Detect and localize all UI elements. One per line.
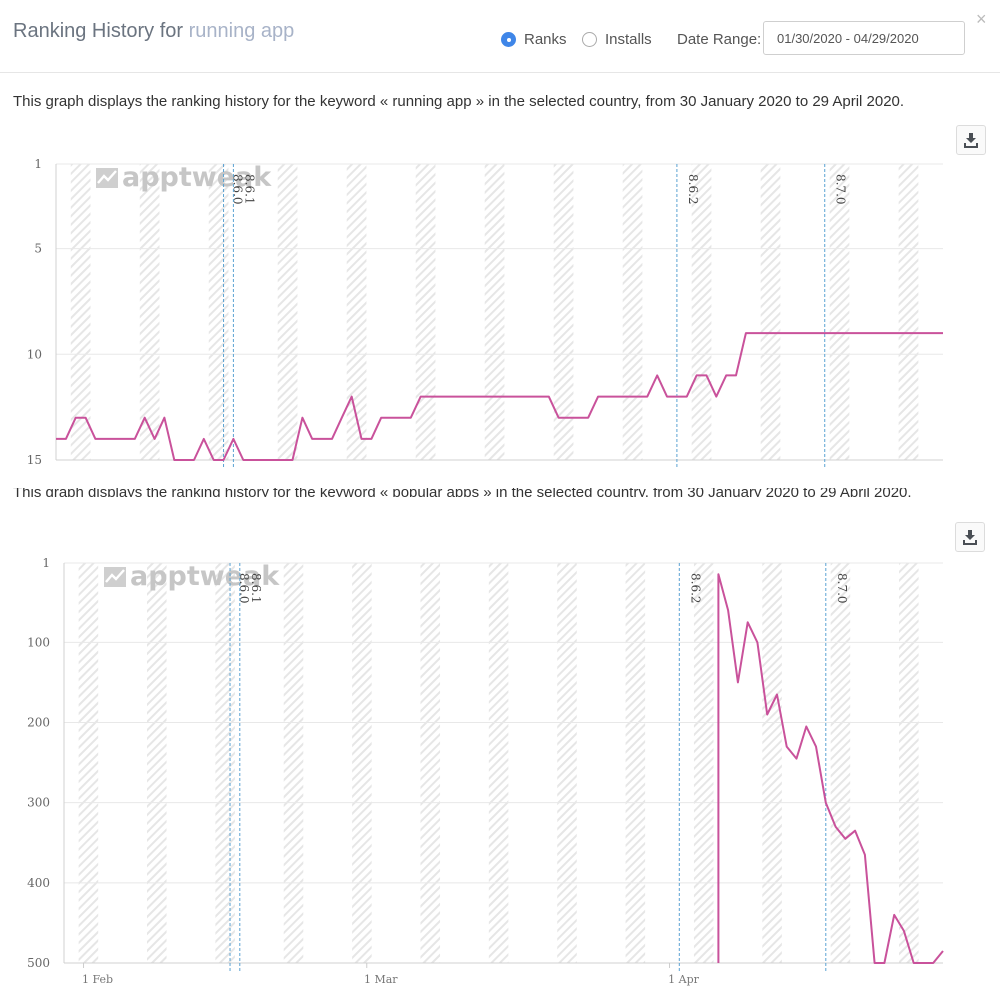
weekend-band	[625, 563, 646, 963]
weekend-band	[762, 563, 782, 963]
weekend-band	[488, 563, 509, 963]
version-label: 8.6.0	[231, 174, 245, 205]
close-icon[interactable]: ×	[976, 9, 987, 29]
chart2: apptweak 1 100 200 300 400 500 1 Feb 1 Mar 1 Apr 8…	[27, 556, 944, 986]
version-label: 8.6.2	[686, 174, 700, 205]
weekend-band	[557, 563, 577, 963]
installs-radio[interactable]: Installs	[582, 31, 652, 48]
weekend-band	[899, 563, 919, 963]
radio-checked-icon	[501, 32, 516, 47]
download-icon	[964, 133, 978, 148]
chart2-description: This graph displays the ranking history …	[13, 488, 912, 497]
radio-unchecked-icon	[582, 32, 597, 47]
weekend-band	[415, 164, 436, 460]
y-tick-label: 200	[27, 716, 50, 730]
weekend-band	[283, 563, 304, 963]
y-tick-label: 10	[27, 347, 42, 361]
ranks-radio-label: Ranks	[524, 31, 567, 48]
weekend-band	[139, 164, 160, 460]
title-keyword: running app	[188, 20, 295, 42]
chart1-description: This graph displays the ranking history …	[13, 93, 905, 110]
y-tick-label: 500	[27, 956, 50, 970]
apptweak-logo-icon: apptweak	[96, 162, 272, 193]
weekend-band	[346, 164, 367, 460]
x-tick-label: 1 Mar	[364, 973, 398, 986]
y-tick-label: 15	[27, 453, 42, 467]
weekend-band	[215, 563, 235, 963]
y-tick-label: 1	[42, 556, 50, 570]
weekend-band	[829, 164, 850, 460]
weekend-band	[622, 164, 643, 460]
version-label: 8.6.2	[688, 573, 702, 604]
chart1-download-button[interactable]	[956, 125, 986, 155]
version-label: 8.6.0	[237, 573, 251, 604]
x-tick-label: 1 Apr	[668, 973, 699, 986]
title-prefix: Ranking History for	[13, 20, 184, 42]
x-tick-label: 1 Feb	[82, 973, 113, 986]
version-label: 8.6.1	[242, 174, 256, 205]
chart2-download-button[interactable]	[955, 522, 985, 552]
weekend-band	[830, 563, 851, 963]
rank-series-line	[717, 573, 944, 964]
weekend-band	[78, 563, 99, 963]
ranks-radio[interactable]: Ranks	[501, 31, 567, 48]
weekend-band	[553, 164, 574, 460]
weekend-band	[693, 563, 714, 963]
weekend-band	[691, 164, 712, 460]
version-label: 8.7.0	[835, 573, 849, 604]
date-range-label: Date Range:	[677, 31, 762, 48]
dialog-header: Ranking History for running app Ranks In…	[0, 0, 1000, 73]
y-tick-label: 400	[27, 876, 50, 890]
rank-series-line	[56, 332, 943, 461]
installs-radio-label: Installs	[605, 31, 652, 48]
version-label: 8.6.1	[249, 573, 263, 604]
y-tick-label: 300	[27, 796, 50, 810]
apptweak-logo-icon: apptweak	[104, 561, 280, 592]
download-icon	[963, 530, 977, 545]
watermark-text: apptweak	[122, 162, 272, 193]
weekend-band	[484, 164, 505, 460]
y-tick-label: 100	[27, 635, 50, 649]
date-range-input[interactable]	[763, 21, 965, 55]
y-tick-label: 5	[34, 242, 42, 256]
y-tick-label: 1	[34, 157, 42, 171]
weekend-band	[70, 164, 91, 460]
page-title: Ranking History for running app	[13, 20, 294, 43]
version-label: 8.7.0	[834, 174, 848, 205]
watermark-text: apptweak	[130, 561, 280, 592]
weekend-band	[420, 563, 441, 963]
weekend-band	[352, 563, 372, 963]
weekend-band	[760, 164, 781, 460]
weekend-band	[147, 563, 167, 963]
weekend-band	[277, 164, 298, 460]
weekend-band	[208, 164, 229, 460]
weekend-band	[898, 164, 919, 460]
